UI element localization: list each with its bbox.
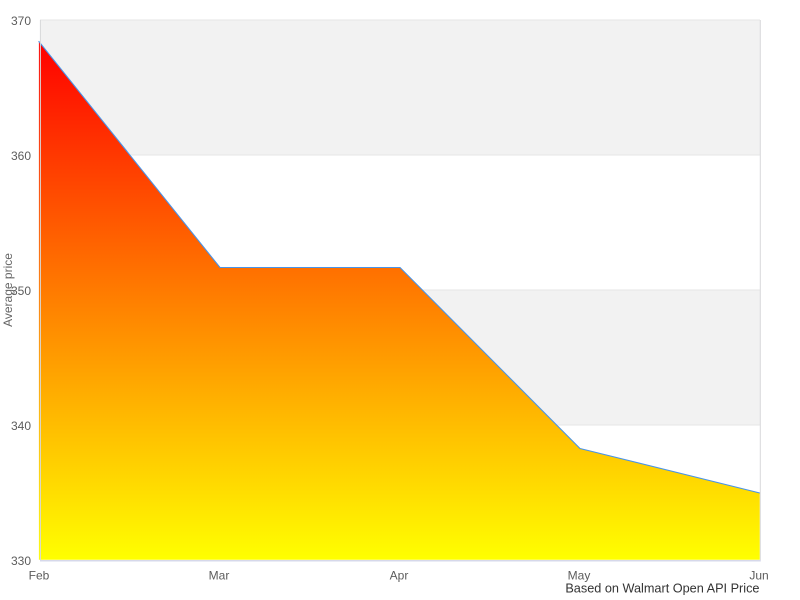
svg-text:370: 370 — [11, 14, 31, 28]
svg-text:340: 340 — [11, 419, 31, 433]
svg-text:330: 330 — [11, 554, 31, 568]
svg-text:May: May — [568, 569, 591, 583]
svg-text:Based on Walmart Open API Pric: Based on Walmart Open API Price — [565, 582, 759, 596]
svg-text:Average price: Average price — [1, 253, 15, 327]
svg-text:350: 350 — [11, 284, 31, 298]
svg-text:Apr: Apr — [390, 569, 409, 583]
svg-text:Mar: Mar — [209, 569, 230, 583]
svg-text:Feb: Feb — [29, 569, 50, 583]
svg-text:Jun: Jun — [749, 569, 768, 583]
svg-text:360: 360 — [11, 149, 31, 163]
